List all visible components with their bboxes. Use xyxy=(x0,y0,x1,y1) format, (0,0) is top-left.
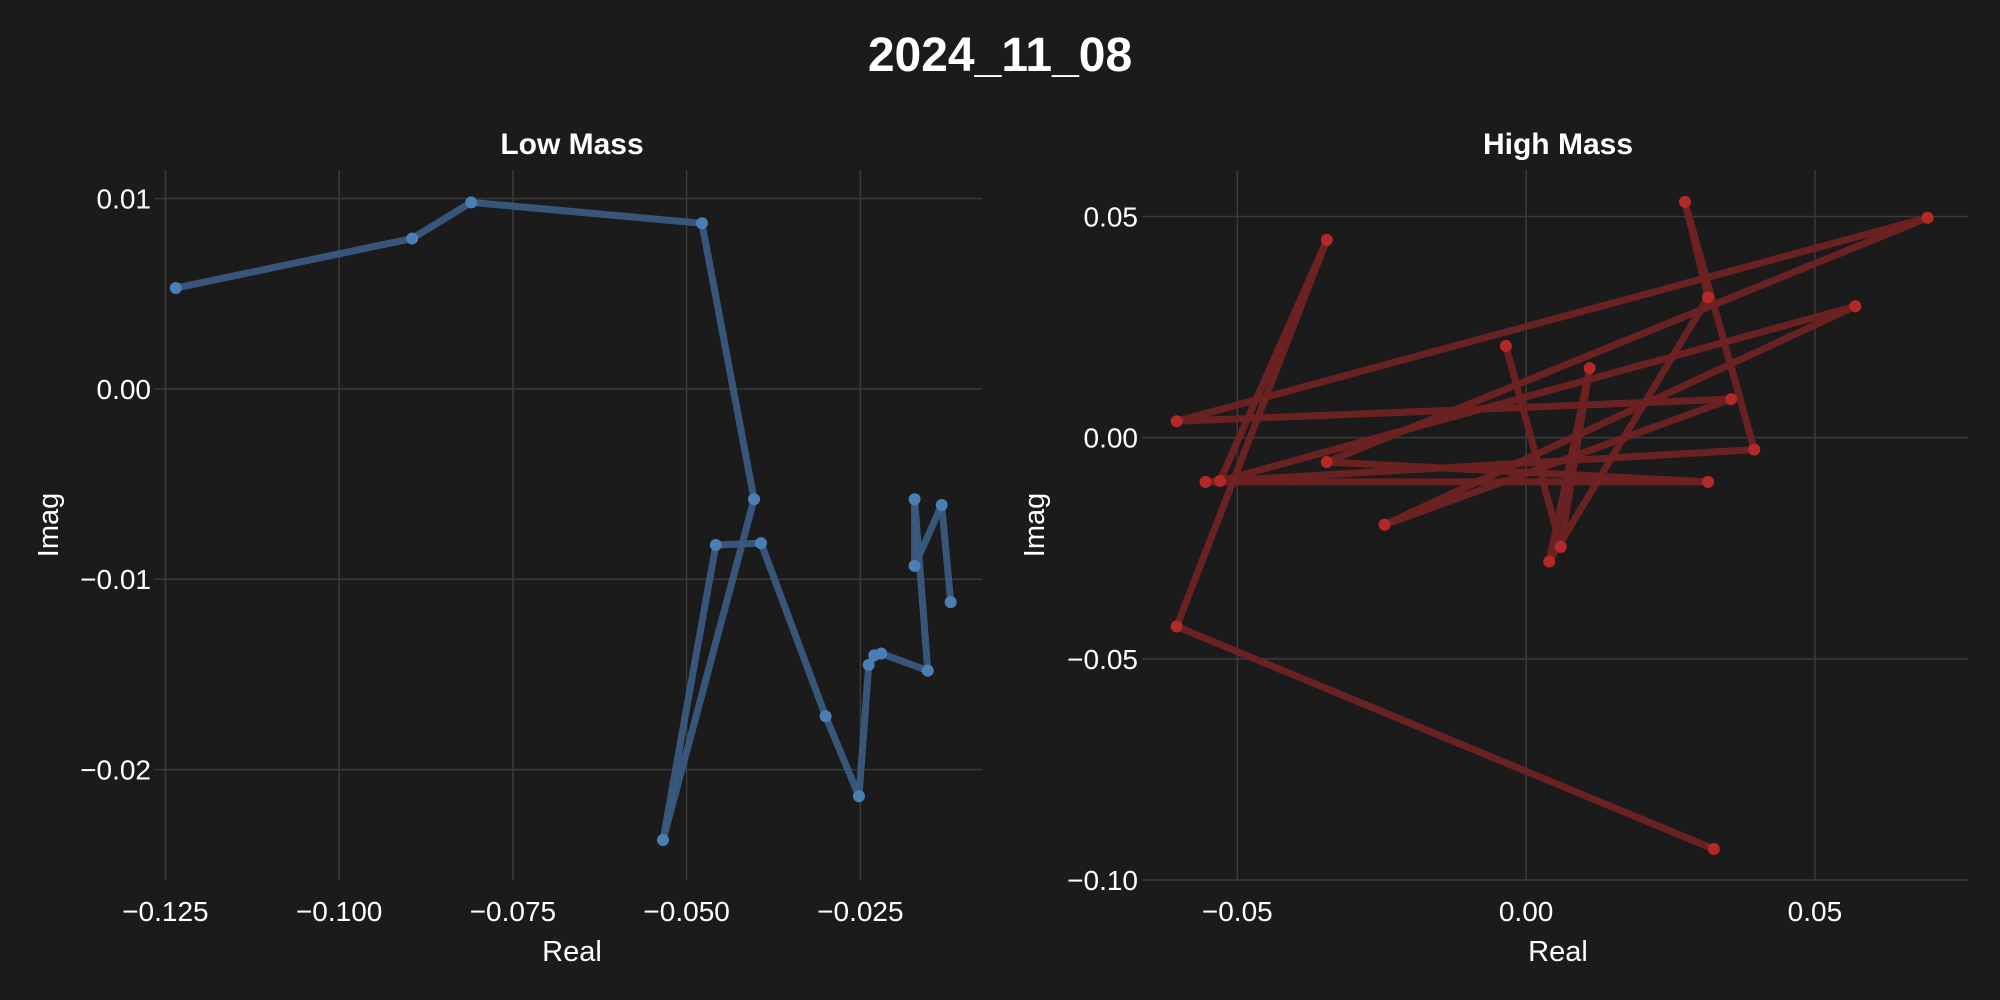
low-mass-data-point xyxy=(935,499,948,512)
high-mass-ylabel: Imag xyxy=(1019,493,1051,557)
low-mass-line-segment xyxy=(877,649,932,675)
low-mass-data-point xyxy=(921,664,934,677)
low-mass-ytick-label: −0.01 xyxy=(80,564,151,595)
low-mass-data-point xyxy=(944,596,957,609)
high-mass-data-point xyxy=(1725,393,1738,406)
low-mass-data-point xyxy=(862,658,875,671)
high-mass-data-point xyxy=(1320,455,1333,468)
high-mass-data-point xyxy=(1554,540,1567,553)
high-mass-ytick-label: 0.05 xyxy=(1084,201,1139,232)
high-mass-line-segment xyxy=(1216,236,1331,485)
low-mass-data-point xyxy=(875,647,888,660)
low-mass-series xyxy=(169,196,957,847)
high-mass-line-segment xyxy=(1502,342,1565,551)
high-mass-line-segment xyxy=(1173,214,1932,425)
low-mass-xtick-label: −0.100 xyxy=(296,896,382,927)
low-mass-ytick-label: 0.01 xyxy=(97,184,152,215)
low-mass-data-point xyxy=(755,537,768,550)
low-mass-line-segment xyxy=(408,198,475,243)
low-mass-line-segment xyxy=(467,198,706,227)
low-mass-data-point xyxy=(695,217,708,230)
high-mass-data-point xyxy=(1702,475,1715,488)
low-mass-xtick-label: −0.050 xyxy=(643,896,729,927)
high-mass-data-point xyxy=(1213,474,1226,487)
low-mass-data-point xyxy=(908,559,921,572)
high-mass-data-point xyxy=(1702,291,1715,304)
high-mass-data-point xyxy=(1378,518,1391,531)
low-mass-data-point xyxy=(748,493,761,506)
high-mass-data-point xyxy=(1849,300,1862,313)
low-mass-ytick-label: 0.00 xyxy=(97,374,152,405)
high-mass-line-segment xyxy=(1381,302,1859,529)
high-mass-line-segment xyxy=(1557,364,1594,551)
low-mass-grid xyxy=(155,170,982,880)
high-mass-line-segment xyxy=(1216,302,1859,485)
high-mass-series xyxy=(1170,195,1934,856)
low-mass-xtick-label: −0.075 xyxy=(470,896,556,927)
high-mass-data-point xyxy=(1748,443,1761,456)
low-mass-data-point xyxy=(657,834,670,847)
low-mass-line-segment xyxy=(757,539,830,720)
high-mass-ytick-label: −0.05 xyxy=(1067,644,1138,675)
high-mass-grid xyxy=(1142,170,1968,881)
high-mass-title: High Mass xyxy=(1483,128,1633,161)
high-mass-line-segment xyxy=(1323,214,1932,466)
high-mass-data-point xyxy=(1707,843,1720,856)
low-mass-data-point xyxy=(852,790,865,803)
low-mass-title: Low Mass xyxy=(500,128,643,161)
low-mass-line-segment xyxy=(659,495,758,844)
high-mass-data-point xyxy=(1583,362,1596,375)
high-mass-xlabel: Real xyxy=(1528,936,1588,968)
high-mass-data-point xyxy=(1170,620,1183,633)
high-mass-ytick-label: 0.00 xyxy=(1084,423,1139,454)
high-mass-line-segment xyxy=(1202,446,1758,486)
low-mass-line-segment xyxy=(911,501,946,570)
high-mass-data-point xyxy=(1320,233,1333,246)
high-mass-data-point xyxy=(1678,195,1691,208)
low-mass-ylabel: Imag xyxy=(33,493,65,557)
low-mass-line-segment xyxy=(659,541,720,844)
low-mass-line-segment xyxy=(698,219,758,503)
low-mass-data-point xyxy=(908,493,921,506)
high-mass-data-point xyxy=(1199,475,1212,488)
low-mass-xlabel: Real xyxy=(542,936,602,968)
high-mass-line-segment xyxy=(1173,623,1718,853)
high-mass-ytick-label: −0.10 xyxy=(1067,865,1138,896)
high-mass-xtick-label: 0.05 xyxy=(1788,896,1843,927)
high-mass-xtick-label: −0.05 xyxy=(1202,896,1273,927)
high-mass-data-point xyxy=(1170,415,1183,428)
low-mass-line-segment xyxy=(822,712,863,800)
low-mass-xtick-label: −0.125 xyxy=(122,896,208,927)
high-mass-data-point xyxy=(1921,211,1934,224)
low-mass-data-point xyxy=(819,710,832,723)
low-mass-data-point xyxy=(465,196,478,209)
high-mass-xtick-label: 0.00 xyxy=(1499,896,1554,927)
high-mass-line-segment xyxy=(1681,198,1712,301)
figure-title: 2024_11_08 xyxy=(867,29,1133,82)
high-mass-data-point xyxy=(1499,340,1512,353)
low-mass-data-point xyxy=(709,538,722,551)
low-mass-data-point xyxy=(406,232,419,245)
low-mass-line-segment xyxy=(855,661,873,800)
low-mass-line-segment xyxy=(172,235,416,292)
low-mass-line-segment xyxy=(712,539,765,549)
high-mass-line-segment xyxy=(1545,293,1712,565)
low-mass-data-point xyxy=(169,282,182,295)
low-mass-line-segment xyxy=(938,501,955,606)
low-mass-xtick-label: −0.025 xyxy=(817,896,903,927)
low-mass-ytick-label: −0.02 xyxy=(80,755,151,786)
high-mass-data-point xyxy=(1543,555,1556,568)
